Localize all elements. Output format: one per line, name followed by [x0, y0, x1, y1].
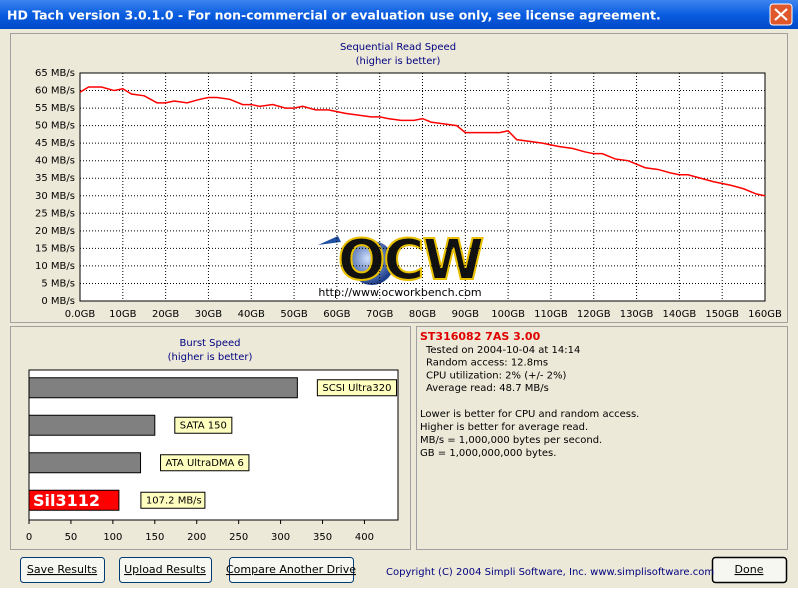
- info-note: Lower is better for CPU and random acces…: [420, 409, 639, 420]
- y-tick-label: 45 MB/s: [35, 138, 75, 149]
- x-tick-label: 20GB: [152, 309, 179, 320]
- bar-category: SATA 150: [180, 420, 227, 431]
- y-tick-label: 5 MB/s: [41, 278, 75, 289]
- satellite: [318, 236, 341, 245]
- x-tick-label: 30GB: [195, 309, 222, 320]
- x-tick-label: 10GB: [109, 309, 136, 320]
- chart-subtitle: (higher is better): [356, 56, 441, 67]
- copyright: Copyright (C) 2004 Simpli Software, Inc.…: [386, 567, 714, 578]
- y-tick-label: 10 MB/s: [35, 261, 75, 272]
- close-icon: [774, 8, 788, 21]
- drive-name: ST316082 7AS 3.00: [420, 330, 541, 343]
- y-tick-label: 50 MB/s: [35, 121, 75, 132]
- read-line: [79, 86, 766, 197]
- button[interactable]: [119, 557, 212, 583]
- x-tick-label: 110GB: [534, 309, 568, 320]
- x-tick-label: 120GB: [577, 309, 611, 320]
- title-bar: [0, 0, 798, 29]
- x-tick-label: 50: [65, 532, 78, 543]
- button[interactable]: [229, 557, 354, 583]
- y-tick-label: 0 MB/s: [41, 296, 75, 307]
- plot-border: [79, 72, 766, 302]
- button[interactable]: [711, 556, 788, 584]
- button-label[interactable]: Compare Another Drive: [226, 563, 356, 576]
- button-label[interactable]: Upload Results: [124, 563, 206, 576]
- x-tick-label: 300: [271, 532, 290, 543]
- x-tick-label: 40GB: [238, 309, 265, 320]
- y-tick-label: 55 MB/s: [35, 103, 75, 114]
- y-tick-label: 20 MB/s: [35, 226, 75, 237]
- info-note: GB = 1,000,000,000 bytes.: [420, 448, 556, 459]
- logo-url: http://www.ocworkbench.com: [318, 286, 481, 299]
- x-tick-label: 0.0GB: [65, 309, 96, 320]
- x-tick-label: 0: [26, 532, 32, 543]
- x-tick-label: 200: [187, 532, 206, 543]
- y-tick-label: 25 MB/s: [35, 208, 75, 219]
- y-tick-label: 15 MB/s: [35, 243, 75, 254]
- info-note: Higher is better for average read.: [420, 422, 588, 433]
- bar-category: Sil3112: [33, 491, 100, 510]
- value-label-box: [140, 491, 206, 509]
- y-tick-label: 35 MB/s: [35, 173, 75, 184]
- x-tick-label: 150: [145, 532, 164, 543]
- y-tick-label: 40 MB/s: [35, 156, 75, 167]
- globe: [350, 241, 394, 285]
- button[interactable]: [20, 557, 105, 583]
- x-tick-label: 160GB: [748, 309, 782, 320]
- button-label[interactable]: Save Results: [27, 563, 97, 576]
- x-tick-label: 150GB: [705, 309, 739, 320]
- button-label[interactable]: Done: [735, 563, 764, 576]
- x-tick-label: 70GB: [366, 309, 393, 320]
- chart-subtitle: (higher is better): [168, 352, 253, 363]
- info-line: Random access: 12.8ms: [426, 358, 548, 369]
- chart-title: Sequential Read Speed: [340, 42, 456, 53]
- x-tick-label: 90GB: [452, 309, 479, 320]
- category-label-box: [160, 454, 250, 472]
- x-tick-label: 350: [313, 532, 332, 543]
- window-title: HD Tach version 3.0.1.0 - For non-commer…: [7, 8, 661, 23]
- info-line: Average read: 48.7 MB/s: [426, 383, 549, 394]
- x-tick-label: 100: [103, 532, 122, 543]
- bar: [28, 489, 120, 511]
- chart-title: Burst Speed: [180, 338, 241, 349]
- x-tick-label: 140GB: [663, 309, 697, 320]
- x-tick-label: 80GB: [409, 309, 436, 320]
- bar-category: ATA UltraDMA 6: [166, 458, 244, 469]
- bar: [28, 377, 298, 399]
- y-tick-label: 65 MB/s: [35, 68, 75, 79]
- value-label: 107.2 MB/s: [146, 495, 202, 506]
- category-label-box: [174, 416, 233, 434]
- bar: [28, 414, 156, 436]
- y-tick-label: 60 MB/s: [35, 86, 75, 97]
- x-tick-label: 60GB: [323, 309, 350, 320]
- info-note: MB/s = 1,000,000 bytes per second.: [420, 435, 602, 446]
- bar-category: SCSI Ultra320: [322, 383, 391, 394]
- bar: [28, 452, 142, 474]
- y-tick-label: 30 MB/s: [35, 191, 75, 202]
- category-label-box: [316, 379, 398, 397]
- info-panel: [416, 326, 788, 550]
- x-tick-label: 130GB: [620, 309, 654, 320]
- x-tick-label: 400: [355, 532, 374, 543]
- info-line: CPU utilization: 2% (+/- 2%): [426, 370, 567, 381]
- x-tick-label: 100GB: [491, 309, 525, 320]
- info-line: Tested on 2004-10-04 at 14:14: [425, 345, 580, 356]
- x-tick-label: 250: [229, 532, 248, 543]
- x-tick-label: 50GB: [280, 309, 307, 320]
